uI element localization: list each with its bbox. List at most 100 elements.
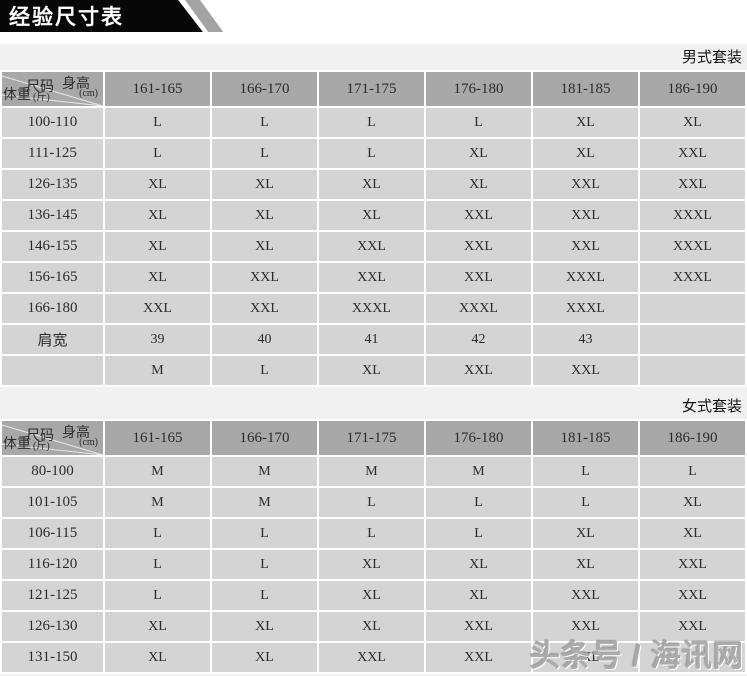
row-label-cell: 126-135 [2,170,103,199]
size-value-cell: M [426,457,531,486]
corner-height-unit: (cm) [79,88,98,99]
size-value-cell: XXL [426,201,531,230]
size-value-cell: XXL [426,643,531,672]
size-value-cell: XXXL [640,263,745,292]
size-value-cell: L [212,139,317,168]
table-row: 156-165 XL XXL XXL XXL XXXL XXXL [2,263,745,292]
size-value-cell: 42 [426,325,531,354]
table-corner-cell: 尺码 身高 (cm) 体重 (斤) [2,72,103,106]
corner-weight-label: 体重 [3,88,31,103]
column-header-cell: 181-185 [533,72,638,106]
size-value-cell: XXL [426,232,531,261]
size-value-cell: L [319,488,424,517]
table-header-row: 尺码 身高 (cm) 体重 (斤) 161-165 166-170 171-175 1… [2,72,745,106]
size-value-cell: L [105,108,210,137]
title-banner: 经验尺寸表 [0,0,203,32]
size-value-cell: XXXL [533,263,638,292]
size-value-cell: L [426,519,531,548]
size-value-cell: XL [640,488,745,517]
size-value-cell: XL [212,201,317,230]
size-value-cell: XL [533,108,638,137]
size-value-cell: XXL [533,581,638,610]
table-row: 111-125 L L L XL XL XXL [2,139,745,168]
row-label-cell: 146-155 [2,232,103,261]
table-row: 116-120 L L XL XL XL XXL [2,550,745,579]
size-value-cell: XXL [640,550,745,579]
row-label-cell: 肩宽 [2,325,103,354]
size-value-cell: L [105,581,210,610]
size-value-cell: XL [319,581,424,610]
row-label-cell: 136-145 [2,201,103,230]
size-value-cell: M [212,457,317,486]
size-value-cell: XXL [533,232,638,261]
table-row: 106-115 L L L L XL XL [2,519,745,548]
column-header-cell: 186-190 [640,72,745,106]
size-value-cell: XXL [640,612,745,641]
row-label-cell: 100-110 [2,108,103,137]
size-value-cell: XXL [533,612,638,641]
size-value-cell: XL [105,232,210,261]
size-value-cell: XL [426,550,531,579]
size-value-cell: XL [212,643,317,672]
table-corner-cell: 尺码 身高 (cm) 体重 (斤) [2,421,103,455]
section-label-men-text: 男式套装 [681,49,742,66]
size-value-cell: XXL [212,263,317,292]
size-value-cell: XXL [640,581,745,610]
size-value-cell: XXL [533,643,638,672]
size-value-cell: XXL [533,201,638,230]
table-row: 肩宽 39 40 41 42 43 [2,325,745,354]
size-value-cell: 41 [319,325,424,354]
size-value-cell: L [319,108,424,137]
size-value-cell: XXL [319,232,424,261]
column-header-cell: 171-175 [319,421,424,455]
column-header-cell: 166-170 [212,72,317,106]
table-row: 80-100 M M M M L L [2,457,745,486]
row-label-cell [2,356,103,385]
row-label-cell: 121-125 [2,581,103,610]
column-header-cell: 161-165 [105,72,210,106]
corner-height-label: 身高 [62,426,90,441]
size-value-cell: L [212,519,317,548]
size-value-cell: XL [319,550,424,579]
column-header-cell: 186-190 [640,421,745,455]
size-value-cell: XXL [105,294,210,323]
table-row: 100-110 L L L L XL XL [2,108,745,137]
size-value-cell: XXL [426,612,531,641]
table-row: 121-125 L L XL XL XXL XXL [2,581,745,610]
size-value-cell: 43 [533,325,638,354]
size-value-cell: XXL [426,263,531,292]
table-row: M L XL XXL XXL [2,356,745,385]
row-label-cell: 80-100 [2,457,103,486]
diagonal-divider-lines [2,421,103,455]
row-label-cell: 106-115 [2,519,103,548]
top-band: 经验尺寸表 [0,0,747,44]
size-value-cell: XL [640,108,745,137]
corner-height-unit: (cm) [79,437,98,448]
row-label-cell: 126-130 [2,612,103,641]
size-value-cell: 39 [105,325,210,354]
size-value-cell: L [105,519,210,548]
corner-weight-label: 体重 [3,437,31,452]
table-row: 146-155 XL XL XXL XXL XXL XXXL [2,232,745,261]
size-value-cell [640,325,745,354]
table-row: 166-180 XXL XXL XXXL XXXL XXXL [2,294,745,323]
size-value-cell: XL [319,170,424,199]
size-value-cell: XXL [212,294,317,323]
column-header-cell: 181-185 [533,421,638,455]
section-label-women-text: 女式套装 [681,398,742,415]
size-value-cell: XL [319,356,424,385]
column-header-cell: 171-175 [319,72,424,106]
section-label-women: 女式套装 [0,387,747,419]
size-value-cell: L [212,550,317,579]
size-value-cell: XL [426,170,531,199]
size-value-cell: L [533,457,638,486]
watermark: 头条号 / 海讯网 [529,640,744,673]
size-value-cell [640,294,745,323]
size-value-cell: XL [212,232,317,261]
row-label-cell: 111-125 [2,139,103,168]
row-label-cell: 101-105 [2,488,103,517]
size-value-cell: XXL [319,643,424,672]
size-value-cell: XXL [533,170,638,199]
size-value-cell: L [640,457,745,486]
